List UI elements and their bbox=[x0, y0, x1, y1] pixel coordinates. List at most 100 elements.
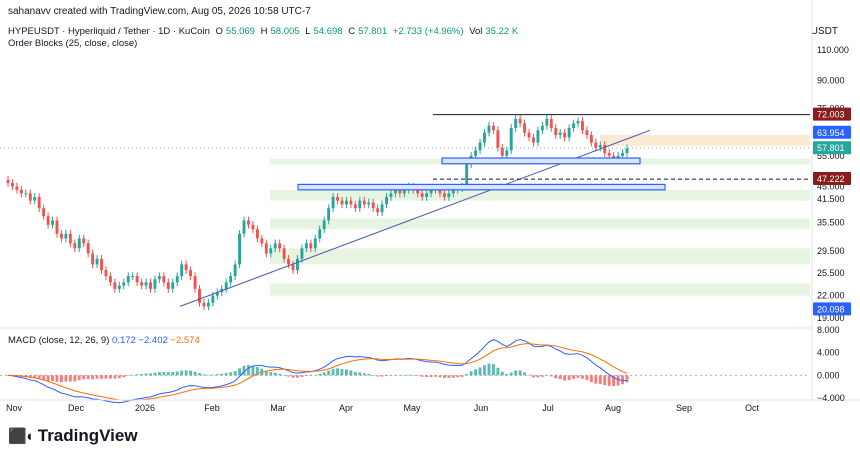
macd-name: MACD (close, 12, 26, 9) bbox=[8, 335, 110, 346]
macd-histogram-bar bbox=[487, 363, 491, 376]
price-badge bbox=[813, 107, 851, 121]
candle bbox=[398, 189, 402, 194]
macd-histogram-bar bbox=[162, 371, 166, 376]
time-tick-label: Nov bbox=[6, 403, 23, 413]
macd-histogram-bar bbox=[327, 370, 331, 376]
macd-histogram-bar bbox=[86, 375, 90, 380]
macd-histogram-bar bbox=[523, 372, 527, 376]
macd-histogram-bar bbox=[509, 372, 513, 376]
high-label: H bbox=[260, 26, 268, 37]
macd-histogram-bar bbox=[380, 375, 384, 377]
tradingview-logo: ⬛◖ TradingView bbox=[8, 426, 138, 446]
candle bbox=[51, 220, 54, 225]
macd-histogram-bar bbox=[300, 375, 304, 377]
candle bbox=[233, 264, 237, 277]
macd-histogram-bar bbox=[460, 375, 464, 377]
price-badge-label: 57.801 bbox=[817, 143, 845, 153]
candle bbox=[376, 208, 380, 213]
candle bbox=[189, 270, 193, 277]
candle bbox=[380, 204, 384, 213]
macd-histogram-bar bbox=[576, 375, 580, 378]
time-tick-label: Dec bbox=[68, 403, 85, 413]
time-tick-label: Feb bbox=[204, 403, 220, 413]
macd-histogram-bar bbox=[367, 373, 371, 376]
candle bbox=[585, 130, 589, 136]
candle bbox=[86, 243, 90, 254]
candle bbox=[184, 264, 188, 271]
macd-histogram-bar bbox=[434, 375, 437, 377]
macd-histogram-bar bbox=[264, 370, 268, 376]
macd-histogram-bar bbox=[247, 365, 250, 376]
macd-histogram-bar bbox=[175, 371, 179, 376]
macd-histogram-bar bbox=[273, 372, 277, 376]
candle bbox=[206, 302, 210, 307]
price-badge-label: 63.954 bbox=[817, 128, 845, 138]
candle bbox=[385, 196, 388, 205]
candle bbox=[37, 196, 41, 209]
candle bbox=[24, 193, 28, 195]
macd-histogram-bar bbox=[64, 375, 68, 382]
macd-histogram-bar bbox=[371, 375, 375, 376]
macd-line bbox=[7, 339, 628, 404]
resistance-zone bbox=[600, 135, 810, 147]
candle bbox=[229, 276, 233, 283]
macd-hist-value: −2.574 bbox=[170, 335, 200, 346]
candle bbox=[193, 276, 197, 289]
candle bbox=[304, 243, 308, 249]
price-tick-label: 90.000 bbox=[817, 76, 845, 86]
price-tick-label: 45.000 bbox=[817, 181, 845, 191]
candle bbox=[135, 276, 139, 283]
candle bbox=[478, 142, 482, 151]
candle bbox=[327, 208, 331, 221]
currency-label: USDT bbox=[810, 26, 838, 37]
vol-value: 35.22 K bbox=[485, 26, 519, 37]
macd-histogram-bar bbox=[220, 373, 224, 376]
candle bbox=[64, 233, 68, 239]
macd-histogram-bar bbox=[282, 375, 286, 376]
candle bbox=[344, 200, 348, 205]
macd-histogram-bar bbox=[131, 374, 135, 376]
candle bbox=[144, 282, 148, 286]
candle bbox=[42, 208, 46, 217]
price-badge-label: 20.098 bbox=[817, 304, 845, 314]
candle bbox=[171, 282, 175, 289]
macd-tick-label: 0.000 bbox=[817, 370, 840, 380]
symbol-name: HYPEUSDT · Hyperliquid / Tether · 1D · K… bbox=[8, 26, 210, 37]
candle bbox=[140, 282, 144, 286]
candle bbox=[358, 200, 362, 209]
candle bbox=[425, 193, 429, 197]
candle bbox=[483, 132, 486, 143]
macd-histogram-bar bbox=[193, 371, 197, 376]
macd-histogram-bar bbox=[166, 372, 170, 376]
macd-histogram-bar bbox=[625, 375, 629, 383]
price-badge-label: 72.003 bbox=[817, 110, 845, 120]
macd-histogram-bar bbox=[589, 375, 593, 382]
macd-histogram-bar bbox=[287, 375, 291, 377]
time-tick-label: Jun bbox=[474, 403, 489, 413]
price-badge bbox=[813, 172, 851, 186]
macd-histogram-bar bbox=[206, 374, 210, 376]
candle bbox=[371, 202, 375, 209]
macd-histogram-bar bbox=[598, 375, 602, 385]
candle bbox=[420, 193, 424, 197]
candle bbox=[545, 118, 549, 126]
candle bbox=[429, 189, 433, 194]
macd-histogram-bar bbox=[296, 375, 299, 378]
tv-logo-icon: ⬛◖ bbox=[8, 428, 34, 445]
candle bbox=[19, 189, 23, 194]
macd-histogram-bar bbox=[55, 375, 59, 382]
support-zone-2 bbox=[270, 218, 810, 230]
candle bbox=[55, 220, 59, 234]
candle bbox=[572, 123, 576, 128]
candle bbox=[15, 186, 19, 190]
order-block-upper bbox=[441, 157, 641, 165]
macd-histogram-bar bbox=[82, 375, 86, 380]
candle bbox=[211, 295, 215, 303]
candle bbox=[300, 248, 304, 259]
macd-histogram-bar bbox=[278, 373, 282, 376]
macd-histogram-bar bbox=[91, 375, 95, 380]
macd-histogram-bar bbox=[407, 374, 411, 376]
credit-text: sahanavv created with TradingView.com, A… bbox=[8, 6, 311, 17]
candle bbox=[607, 153, 611, 156]
